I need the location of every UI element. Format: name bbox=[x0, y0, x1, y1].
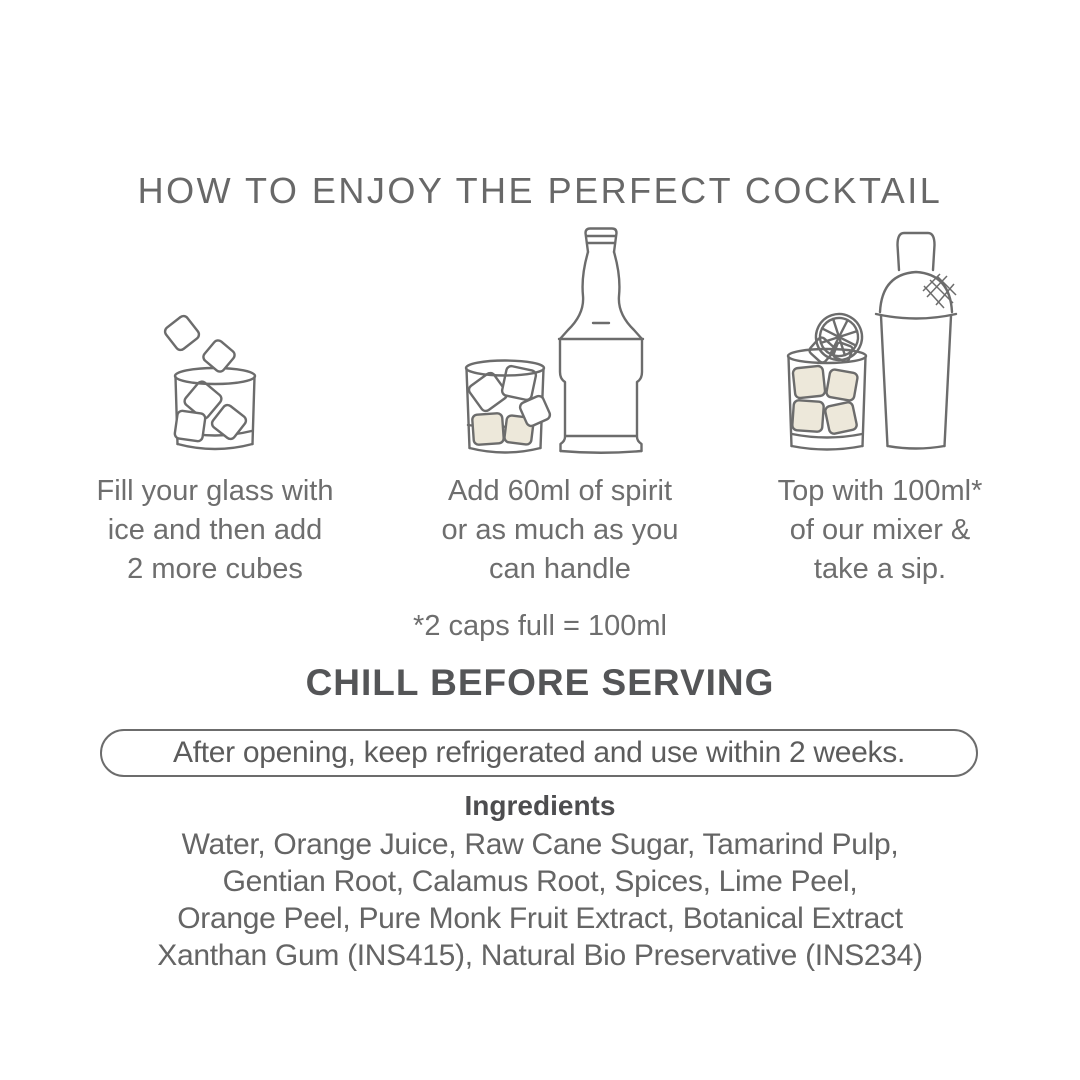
ingredients-heading: Ingredients bbox=[464, 790, 616, 821]
step-caption-line: Fill your glass with bbox=[96, 475, 334, 507]
step-caption-line: 2 more cubes bbox=[127, 553, 303, 585]
ingredients-line: Gentian Root, Calamus Root, Spices, Lime… bbox=[222, 865, 858, 898]
ingredients-line: Xanthan Gum (INS415), Natural Bio Preser… bbox=[157, 939, 923, 972]
ingredients-list: Water, Orange Juice, Raw Cane Sugar, Tam… bbox=[0, 826, 1080, 974]
glass-with-ice-icon bbox=[130, 218, 300, 460]
step-top-with-mixer: Top with 100ml* of our mixer & take a si… bbox=[730, 218, 1030, 589]
step-caption: Fill your glass with ice and then add 2 … bbox=[97, 472, 334, 589]
page-title: HOW TO ENJOY THE PERFECT COCKTAIL bbox=[137, 170, 943, 211]
serving-heading: CHILL BEFORE SERVING bbox=[305, 662, 775, 703]
step-add-spirit: Add 60ml of spirit or as much as you can… bbox=[395, 218, 725, 589]
caps-footnote: *2 caps full = 100ml bbox=[413, 610, 667, 642]
step-caption-line: of our mixer & bbox=[789, 514, 971, 546]
step-caption: Add 60ml of spirit or as much as you can… bbox=[442, 472, 679, 589]
storage-note-box: After opening, keep refrigerated and use… bbox=[100, 729, 978, 777]
steps-row: Fill your glass with ice and then add 2 … bbox=[0, 218, 1080, 598]
step-caption-line: Add 60ml of spirit bbox=[447, 475, 673, 507]
step-caption: Top with 100ml* of our mixer & take a si… bbox=[778, 472, 983, 589]
step-caption-line: take a sip. bbox=[813, 553, 947, 585]
ingredients-line: Orange Peel, Pure Monk Fruit Extract, Bo… bbox=[177, 902, 903, 935]
ingredients-line: Water, Orange Juice, Raw Cane Sugar, Tam… bbox=[181, 828, 899, 861]
shaker-texture bbox=[922, 273, 957, 309]
step-caption-line: or as much as you bbox=[441, 514, 679, 546]
step-caption-line: ice and then add bbox=[107, 514, 323, 546]
step-caption-line: Top with 100ml* bbox=[777, 475, 983, 507]
step-caption-line: can handle bbox=[489, 553, 631, 585]
glass-and-cocktail-shaker-icon bbox=[780, 218, 980, 460]
step-fill-glass: Fill your glass with ice and then add 2 … bbox=[60, 218, 370, 589]
glass-and-spirit-bottle-icon bbox=[455, 218, 665, 460]
storage-note-text: After opening, keep refrigerated and use… bbox=[173, 736, 905, 769]
